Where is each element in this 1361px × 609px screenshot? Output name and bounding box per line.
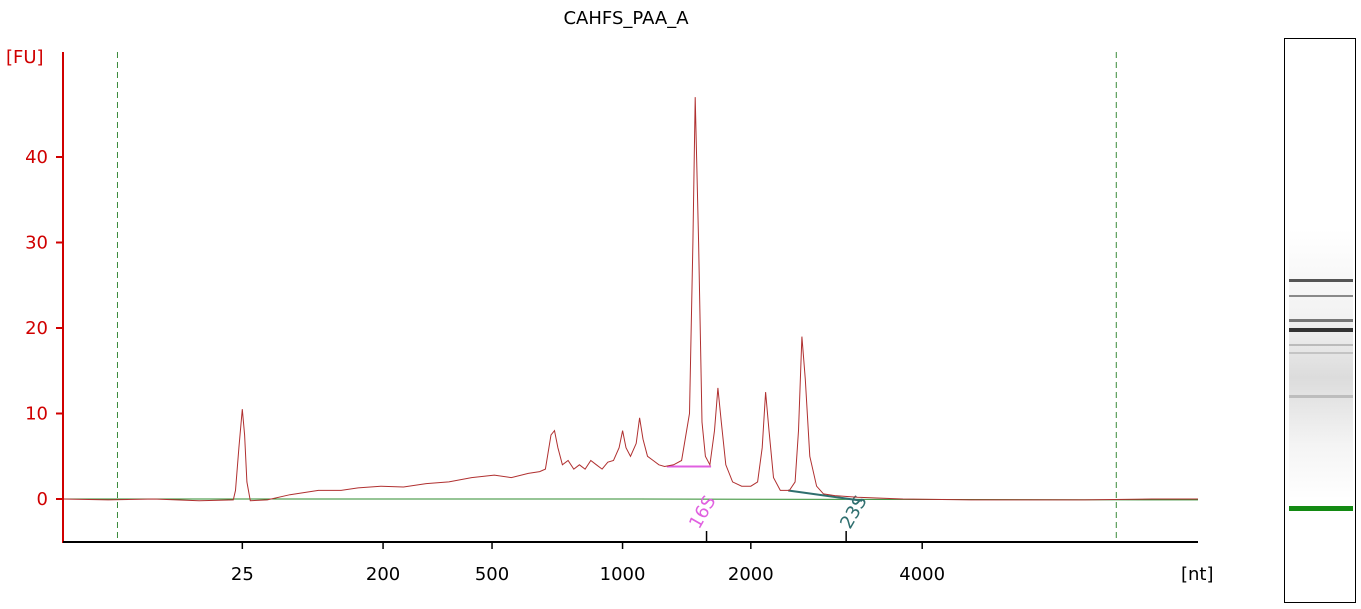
trace-series bbox=[62, 97, 1198, 502]
gel-band bbox=[1289, 344, 1353, 346]
gel-marker-band bbox=[1289, 506, 1353, 511]
x-axis-unit: [nt] bbox=[1181, 564, 1214, 585]
gel-band bbox=[1289, 319, 1353, 322]
x-tick-label: 25 bbox=[231, 564, 254, 585]
chart-title: CAHFS_PAA_A bbox=[563, 8, 689, 29]
x-tick-label: 200 bbox=[366, 564, 400, 585]
gel-band bbox=[1289, 395, 1353, 398]
gel-band bbox=[1289, 295, 1353, 297]
x-tick-label: 1000 bbox=[600, 564, 646, 585]
gel-bands bbox=[1289, 229, 1353, 511]
region-16s-label: 16S bbox=[685, 492, 720, 532]
gel-band bbox=[1289, 279, 1353, 282]
trace-line bbox=[62, 97, 1198, 502]
size-markers bbox=[116, 52, 1117, 542]
y-tick-label: 40 bbox=[25, 147, 48, 168]
y-axis-label: [FU] bbox=[6, 47, 44, 68]
y-tick-label: 30 bbox=[25, 233, 48, 254]
x-ticks: 25 200 500 1000 2000 4000 bbox=[231, 531, 945, 585]
y-tick-label: 10 bbox=[25, 404, 48, 425]
region-23s-line bbox=[788, 489, 863, 502]
x-tick-label: 2000 bbox=[728, 564, 774, 585]
gel-lane bbox=[1284, 38, 1356, 603]
gel-band bbox=[1289, 328, 1353, 332]
x-tick-label: 500 bbox=[475, 564, 509, 585]
y-tick-label: 0 bbox=[37, 489, 48, 510]
gel-band bbox=[1289, 352, 1353, 354]
y-tick-label: 20 bbox=[25, 318, 48, 339]
x-tick-label: 4000 bbox=[899, 564, 945, 585]
y-ticks: 0 10 20 30 40 bbox=[25, 147, 63, 510]
